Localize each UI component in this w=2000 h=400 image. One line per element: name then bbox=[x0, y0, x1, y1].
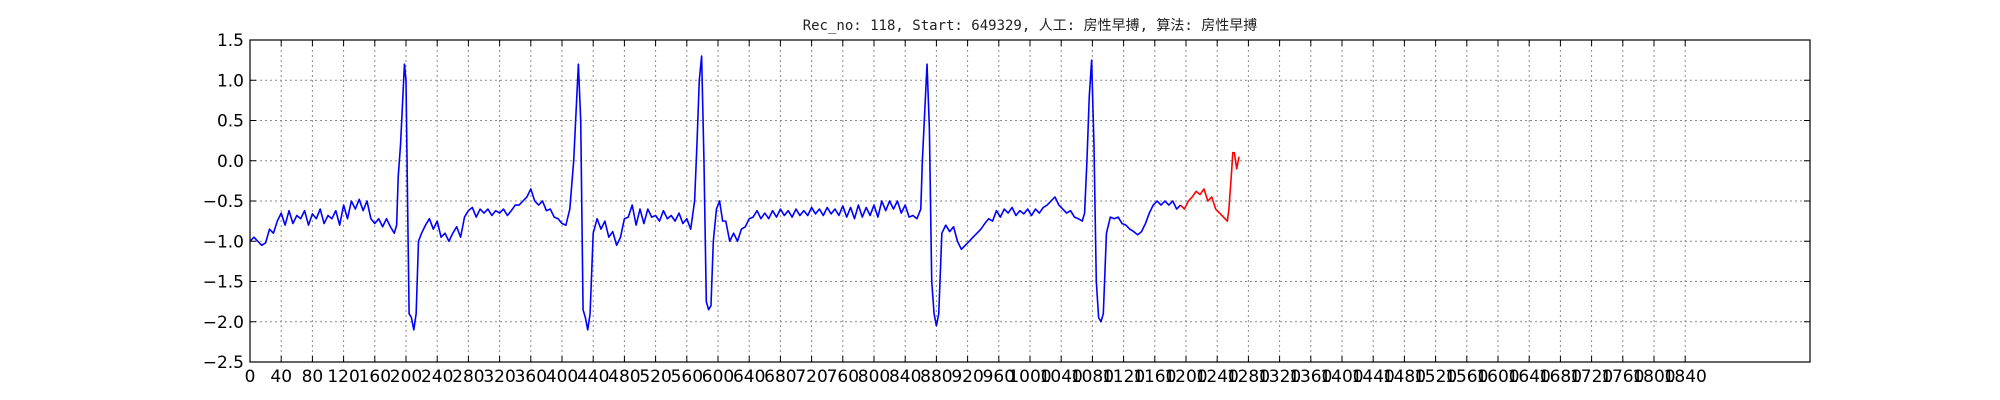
x-tick-label: 1520 bbox=[1414, 367, 1457, 387]
x-tick-label: 920 bbox=[951, 367, 983, 387]
x-tick-label: 1120 bbox=[1102, 367, 1145, 387]
chart-title: Rec_no: 118, Start: 649329, 人工: 房性早搏, 算法… bbox=[803, 17, 1258, 34]
x-tick-label: 1080 bbox=[1071, 367, 1114, 387]
x-axis: 0 40 80 12016020024028032036040044048052056… bbox=[245, 40, 1707, 387]
x-tick-label: 1000 bbox=[1008, 367, 1051, 387]
y-tick-label: 1.5 bbox=[217, 31, 244, 51]
x-tick-label: 360 bbox=[515, 367, 547, 387]
x-tick-label: 0 bbox=[245, 367, 256, 387]
y-tick-label: −1.5 bbox=[203, 273, 244, 293]
x-tick-label: 440 bbox=[577, 367, 609, 387]
x-tick-label: 1280 bbox=[1227, 367, 1270, 387]
x-tick-label: 240 bbox=[421, 367, 453, 387]
x-tick-label: 320 bbox=[483, 367, 515, 387]
x-tick-label: 1560 bbox=[1445, 367, 1488, 387]
series-layer bbox=[249, 55, 1240, 331]
y-tick-label: 1.0 bbox=[217, 71, 244, 91]
x-tick-label: 1160 bbox=[1133, 367, 1176, 387]
x-tick-label: 1480 bbox=[1383, 367, 1426, 387]
x-tick-label: 1840 bbox=[1664, 367, 1707, 387]
y-tick-label: 0.5 bbox=[217, 112, 244, 132]
x-tick-label: 1040 bbox=[1040, 367, 1083, 387]
y-axis: 1.5 1.0 0.5 0.0 −0.5 −1.0 −1.5 −2.0 −2.5 bbox=[203, 31, 1810, 373]
x-tick-label: 1760 bbox=[1601, 367, 1644, 387]
x-tick-label: 280 bbox=[452, 367, 484, 387]
x-tick-label: 1400 bbox=[1320, 367, 1363, 387]
x-tick-label: 1800 bbox=[1632, 367, 1675, 387]
x-tick-label: 1440 bbox=[1352, 367, 1395, 387]
x-tick-label: 560 bbox=[671, 367, 703, 387]
x-tick-label: 760 bbox=[827, 367, 859, 387]
x-tick-label: 1640 bbox=[1508, 367, 1551, 387]
x-tick-label: 80 bbox=[302, 367, 324, 387]
x-tick-label: 1320 bbox=[1258, 367, 1301, 387]
x-tick-label: 480 bbox=[608, 367, 640, 387]
grid bbox=[250, 40, 1810, 362]
x-tick-label: 40 bbox=[270, 367, 292, 387]
y-tick-label: 0.0 bbox=[217, 152, 244, 172]
x-tick-label: 520 bbox=[639, 367, 671, 387]
ecg-highlight-segment bbox=[1179, 151, 1240, 222]
x-tick-label: 1360 bbox=[1289, 367, 1332, 387]
x-tick-label: 680 bbox=[764, 367, 796, 387]
x-tick-label: 160 bbox=[359, 367, 391, 387]
x-tick-label: 840 bbox=[889, 367, 921, 387]
x-tick-label: 880 bbox=[920, 367, 952, 387]
x-tick-label: 600 bbox=[702, 367, 734, 387]
y-tick-label: −2.5 bbox=[203, 353, 244, 373]
x-tick-label: 1720 bbox=[1570, 367, 1613, 387]
x-tick-label: 720 bbox=[795, 367, 827, 387]
x-tick-label: 960 bbox=[983, 367, 1015, 387]
ecg-line-segment bbox=[249, 55, 1182, 331]
x-tick-label: 400 bbox=[546, 367, 578, 387]
x-tick-label: 800 bbox=[858, 367, 890, 387]
x-tick-label: 1600 bbox=[1476, 367, 1519, 387]
x-tick-label: 200 bbox=[390, 367, 422, 387]
x-tick-label: 120 bbox=[327, 367, 359, 387]
y-tick-label: −0.5 bbox=[203, 192, 244, 212]
y-tick-label: −1.0 bbox=[203, 232, 244, 252]
x-tick-label: 1200 bbox=[1164, 367, 1207, 387]
x-tick-label: 1240 bbox=[1196, 367, 1239, 387]
x-tick-label: 640 bbox=[733, 367, 765, 387]
y-tick-label: −2.0 bbox=[203, 313, 244, 333]
x-tick-label: 1680 bbox=[1539, 367, 1582, 387]
